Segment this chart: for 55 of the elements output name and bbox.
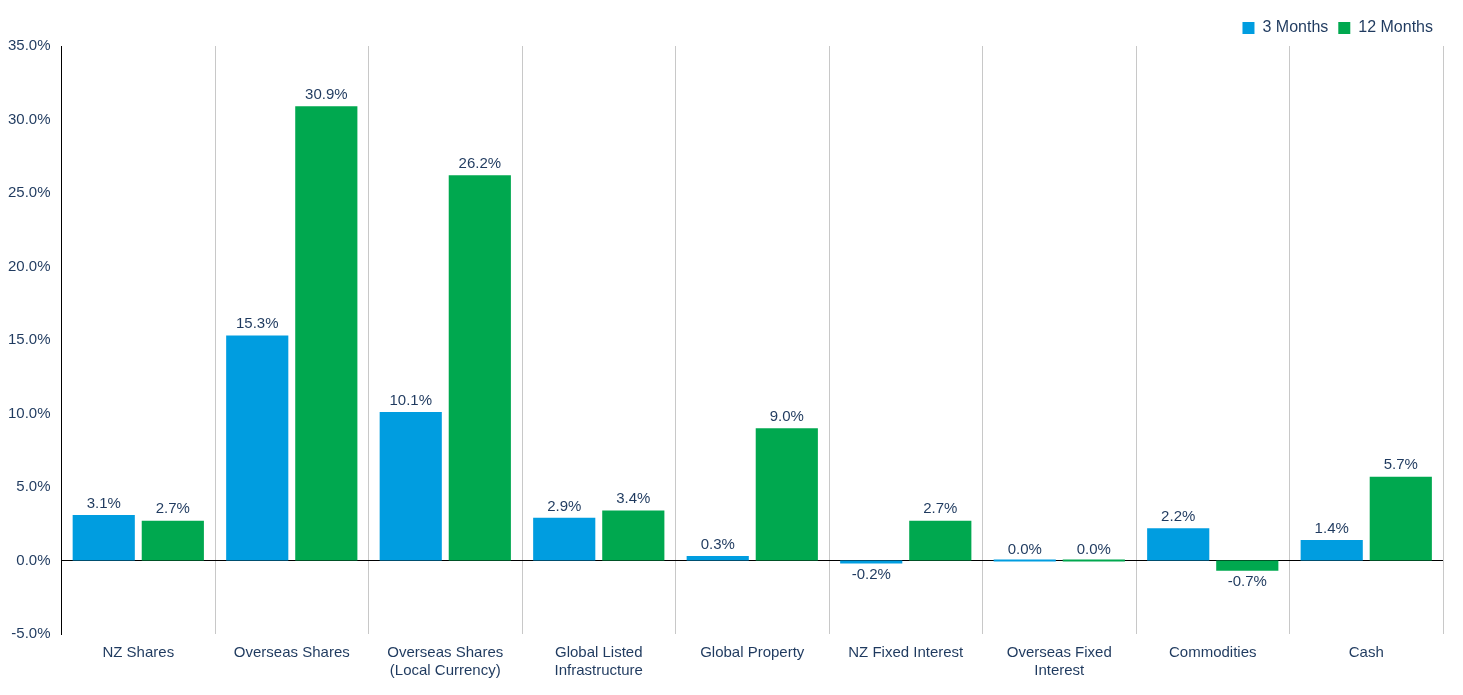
bar	[1300, 539, 1363, 561]
x-tick-label: Overseas Fixed Interest	[1006, 643, 1112, 679]
data-label: 30.9%	[305, 84, 348, 102]
bar	[1147, 528, 1210, 561]
x-tick-label: Commodities	[1168, 643, 1257, 661]
y-tick-label: 30.0%	[7, 109, 51, 127]
y-tick-label: 35.0%	[7, 36, 51, 54]
legend-label: 12 Months	[1358, 18, 1434, 36]
data-label: 9.0%	[769, 406, 804, 424]
data-label: 0.3%	[700, 534, 735, 552]
y-tick-label: 5.0%	[16, 477, 51, 495]
bar	[141, 520, 204, 561]
x-tick-label: Overseas Shares	[233, 643, 350, 661]
x-tick-label: Global Listed Infrastructure	[554, 643, 643, 679]
bar	[448, 175, 511, 561]
data-label: 2.9%	[547, 496, 582, 514]
bar	[993, 559, 1056, 562]
bar	[755, 428, 818, 561]
data-label: 0.0%	[1076, 540, 1111, 558]
bar	[533, 517, 596, 561]
y-tick-label: -5.0%	[11, 624, 51, 642]
x-tick-label: Cash	[1348, 643, 1384, 661]
bar	[226, 335, 289, 561]
legend-label: 3 Months	[1262, 18, 1329, 36]
data-label: 1.4%	[1314, 518, 1349, 536]
data-label: 2.7%	[155, 499, 190, 517]
bar	[295, 106, 358, 561]
y-tick-label: 15.0%	[7, 330, 51, 348]
bar	[1062, 559, 1125, 562]
x-tick-label: Overseas Shares (Local Currency)	[387, 643, 504, 679]
data-label: 5.7%	[1383, 455, 1418, 473]
x-tick-label: NZ Fixed Interest	[848, 643, 965, 661]
bar	[72, 514, 135, 561]
bar	[1216, 560, 1279, 571]
data-label: 2.7%	[923, 499, 958, 517]
data-label: 0.0%	[1007, 540, 1042, 558]
data-label: 3.4%	[616, 489, 651, 507]
data-label: -0.2%	[851, 565, 891, 583]
y-tick-label: 25.0%	[7, 183, 51, 201]
data-label: 2.2%	[1161, 506, 1196, 524]
bar	[1369, 476, 1432, 561]
bar	[909, 520, 972, 561]
y-tick-label: 20.0%	[7, 256, 51, 274]
bar	[379, 412, 442, 561]
x-tick-label: NZ Shares	[102, 643, 175, 661]
data-label: 26.2%	[458, 154, 502, 171]
x-tick-label: Global Property	[700, 643, 805, 661]
data-label: 3.1%	[86, 493, 121, 511]
bar	[602, 510, 665, 561]
data-label: -0.7%	[1227, 572, 1267, 590]
data-label: 15.3%	[235, 314, 279, 332]
data-label: 10.1%	[389, 390, 433, 408]
bar	[686, 556, 749, 561]
y-tick-label: 10.0%	[7, 403, 51, 421]
y-tick-label: 0.0%	[16, 550, 51, 568]
